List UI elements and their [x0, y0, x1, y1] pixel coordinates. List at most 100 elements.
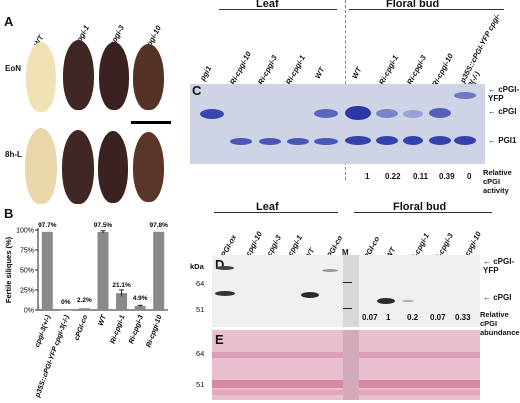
leaf-group-line-d	[214, 212, 338, 213]
category-label: Ri-cpgi-1	[110, 314, 127, 345]
band	[314, 138, 338, 145]
panel-c-label-cpgi-yfp: ← cPGI-YFP	[488, 85, 520, 103]
panel-c-lane-label: Ri-cpgi-3	[405, 53, 429, 87]
marker-51: 51	[196, 305, 205, 314]
band	[216, 266, 234, 270]
panel-d-blot: D	[212, 255, 480, 327]
band	[215, 291, 235, 296]
leaf-ri10-8hl	[133, 132, 164, 202]
marker-64: 64	[196, 279, 205, 288]
band	[403, 136, 423, 145]
band	[322, 269, 338, 272]
abundance-label-line-1: Relative cPGI	[480, 310, 509, 328]
abundance-label-line-2: abundance	[480, 328, 520, 337]
band	[376, 109, 398, 118]
bar-value-label: 97.7%	[38, 222, 57, 229]
activity-label: Relative cPGI activity	[483, 168, 520, 195]
panel-b-letter: B	[4, 206, 14, 221]
panel-c-lane-label: p35S::cPGI-YFP cpgi-3(-/-)	[458, 12, 503, 89]
band	[230, 138, 252, 145]
panel-a-row-label: EoN	[5, 64, 21, 73]
activity-value: 0.11	[413, 172, 429, 181]
band	[287, 138, 309, 145]
bar-value-label: 97.8%	[149, 222, 168, 229]
panel-c-gel: C	[190, 83, 485, 164]
panel-c-lane-label: WT	[313, 65, 327, 81]
leaf-ri3-eon	[99, 42, 129, 110]
kda-label: kDa	[190, 262, 204, 271]
bar-value-label: 2.2%	[77, 297, 92, 304]
band	[429, 108, 451, 118]
abundance-label: Relative cPGI abundance	[480, 310, 520, 337]
bar-value-label: 0%	[61, 299, 71, 306]
marker-51-e: 51	[196, 380, 205, 389]
band	[429, 136, 451, 145]
leaf-ri1-8hl	[62, 130, 94, 204]
y-tick-label: 100%	[16, 228, 34, 235]
bar	[153, 231, 165, 310]
marker-tick	[343, 282, 352, 283]
bar-value-label: 21.1%	[112, 282, 131, 289]
panel-c-label-text: cPGI-YFP	[488, 85, 520, 103]
bar	[78, 308, 90, 310]
fertility-chart: 0% 25% 50% 75% 100%Fertile siliques (%) 97.7%…	[4, 222, 168, 400]
panel-c-lane-label: WT	[350, 65, 364, 81]
marker-tick	[343, 308, 352, 309]
abundance-value: 0.07	[362, 313, 378, 322]
bar-value-label: 4.9%	[133, 295, 148, 302]
panel-c-label-pgi1: ← PGI1	[488, 136, 517, 145]
panel-e-letter: E	[215, 332, 224, 347]
panel-c-letter: C	[192, 83, 202, 98]
activity-value: 0.39	[439, 172, 455, 181]
panel-a-letter: A	[4, 14, 14, 29]
panel-d-label-cpgi-yfp: ← cPGI-YFP	[483, 257, 515, 275]
panel-c-lane-label: Ri-cpgi-1	[284, 53, 308, 87]
panel-a-row-label: 8h-L	[5, 150, 22, 159]
panel-d-label-text: cPGI	[493, 293, 512, 302]
y-axis-label: Fertile siliques (%)	[4, 236, 13, 303]
bar	[60, 310, 72, 311]
category-label: Ri-cpgi-10	[145, 314, 163, 348]
floral-group-line	[349, 9, 504, 10]
band	[259, 138, 281, 145]
panel-d-lane-label: M	[342, 248, 349, 257]
panel-c-label-cpgi: ← cPGI	[488, 107, 517, 116]
band	[314, 109, 338, 118]
band	[345, 106, 371, 120]
panel-c-lane-label: Ri-cpgi-3	[256, 53, 280, 87]
bar	[116, 293, 128, 310]
panel-c-lane-label: Ri-cpgi-10	[430, 51, 455, 89]
marker-lane	[343, 255, 359, 327]
leaf-wt-eon	[26, 42, 56, 112]
panel-c-label-text: cPGI	[498, 107, 517, 116]
band	[377, 298, 395, 304]
band	[402, 300, 414, 302]
panel-c-floral-header: Floral bud	[386, 0, 440, 10]
floral-group-line-d	[354, 212, 492, 213]
leaf-ri3-8hl	[98, 131, 128, 203]
y-tick-label: 75%	[20, 248, 34, 255]
panel-c-leaf-header: Leaf	[256, 0, 279, 10]
panel-c-lane-label: pgi1	[198, 64, 214, 83]
y-tick-label: 25%	[20, 288, 34, 295]
panel-d-label-text: cPGI-YFP	[483, 257, 515, 275]
band	[454, 92, 476, 99]
leaf-ri10-eon	[133, 44, 164, 110]
category-label: cPGI-co	[74, 314, 90, 342]
leaf-wt-8hl	[25, 128, 57, 204]
band	[403, 110, 423, 118]
abundance-value: 1	[386, 313, 391, 322]
bar	[41, 231, 53, 310]
leaf-group-line	[219, 9, 337, 10]
leaf-ri1-eon	[63, 40, 94, 110]
category-label: WT	[98, 314, 109, 327]
panel-c-lane-label: Ri-cpgi-10	[228, 49, 253, 87]
category-label: p35S::cPGI-YFP cpgi-3(-/-)	[34, 314, 71, 400]
panel-c-label-text: PGI1	[498, 136, 517, 145]
band	[200, 109, 224, 119]
bar	[134, 306, 146, 310]
activity-value: 0.22	[385, 172, 401, 181]
activity-label-line-2: activity	[483, 186, 509, 195]
category-label: cpgi-3(+/-)	[34, 314, 52, 349]
panel-c-lane-label: Ri-cpgi-1	[377, 53, 401, 87]
